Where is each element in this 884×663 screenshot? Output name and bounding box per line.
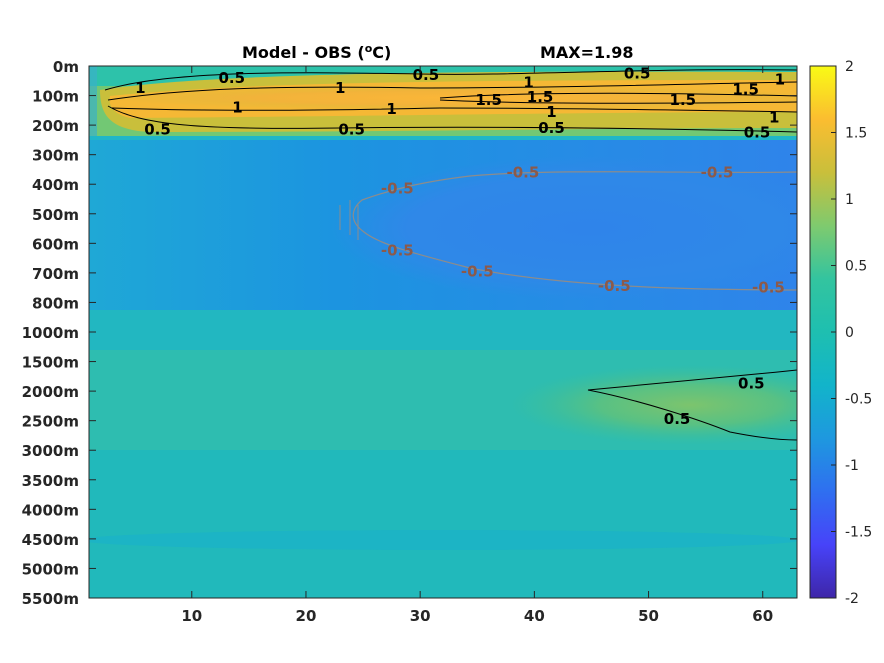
colorbar-tick-label: 2 [845, 59, 854, 75]
y-tick-label: 800m [32, 294, 79, 312]
contour-label: -0.5 [461, 262, 494, 280]
y-tick-label: 5000m [22, 560, 79, 578]
y-tick-label: 200m [32, 117, 79, 135]
contour-label: 0.5 [413, 66, 440, 84]
contour-label: 0.5 [538, 119, 565, 137]
contour-label: 0.5 [664, 410, 691, 428]
contour-label: 1.5 [475, 91, 502, 109]
y-tick-label: 700m [32, 265, 79, 283]
colorbar-tick-label: 0 [845, 325, 854, 341]
colorbar-tick-label: 1 [845, 192, 854, 208]
y-tick-label: 100m [32, 88, 79, 106]
y-tick-label: 4000m [22, 501, 79, 519]
x-tick-label: 20 [296, 607, 317, 625]
contour-label: 1 [523, 73, 533, 91]
contour-label: 0.5 [744, 124, 771, 142]
colorbar-tick-label: 0.5 [845, 259, 867, 275]
x-tick-label: 40 [524, 607, 545, 625]
contour-label: 1 [335, 79, 345, 97]
contour-label: -0.5 [381, 242, 414, 260]
contour-label: -0.5 [507, 163, 540, 181]
x-tick-label: 30 [410, 607, 431, 625]
contour-label: 1 [769, 109, 779, 127]
y-tick-label: 5500m [22, 590, 79, 608]
contour-label: 1.5 [670, 91, 697, 109]
y-tick-label: 2000m [22, 383, 79, 401]
x-tick-label: 50 [638, 607, 659, 625]
heatmap-field [89, 66, 797, 598]
y-tick-label: 300m [32, 147, 79, 165]
contour-label: 0.5 [144, 121, 171, 139]
contour-label: 1 [232, 98, 242, 116]
contour-label: 1 [135, 79, 145, 97]
y-tick-label: 600m [32, 235, 79, 253]
contour-label: -0.5 [752, 279, 785, 297]
colorbar-tick-label: -2 [845, 591, 859, 607]
x-tick-label: 60 [752, 607, 773, 625]
y-axis: 0m 100m 200m 300m 400m 500m 600m 700m 800m 1000m 1… [22, 58, 797, 608]
contour-label: 1 [386, 100, 396, 118]
y-tick-label: 0m [53, 58, 79, 76]
x-axis: 10 20 30 40 50 60 [181, 66, 773, 625]
contour-label: 0.5 [738, 375, 765, 393]
contour-label: 0.5 [338, 121, 365, 139]
y-tick-label: 1000m [22, 324, 79, 342]
colorbar-tick-label: 1.5 [845, 126, 867, 142]
contour-label: 1.5 [732, 81, 759, 99]
y-tick-label: 3000m [22, 442, 79, 460]
contour-label: -0.5 [598, 277, 631, 295]
chart-max-label: MAX=1.98 [540, 43, 634, 62]
contour-label: 0.5 [624, 64, 651, 82]
colorbar-tick-label: -0.5 [845, 392, 872, 408]
contour-label: -0.5 [381, 180, 414, 198]
y-tick-label: 400m [32, 176, 79, 194]
contour-label: 1.5 [527, 88, 554, 106]
colorbar: 2 1.5 1 0.5 0 -0.5 -1 -1.5 -2 [809, 59, 872, 607]
y-tick-label: 500m [32, 206, 79, 224]
chart-title: Model - OBS (oC) [242, 42, 391, 62]
x-tick-label: 10 [181, 607, 202, 625]
contour-label: 1 [546, 103, 556, 121]
y-tick-label: 4500m [22, 531, 79, 549]
contour-label: 1 [775, 70, 785, 88]
colorbar-tick-label: -1 [845, 458, 859, 474]
contour-label: -0.5 [701, 163, 734, 181]
y-tick-label: 2500m [22, 413, 79, 431]
y-tick-label: 1500m [22, 354, 79, 372]
colorbar-tick-label: -1.5 [845, 525, 872, 541]
y-tick-label: 3500m [22, 472, 79, 490]
contour-label: 0.5 [218, 69, 245, 87]
